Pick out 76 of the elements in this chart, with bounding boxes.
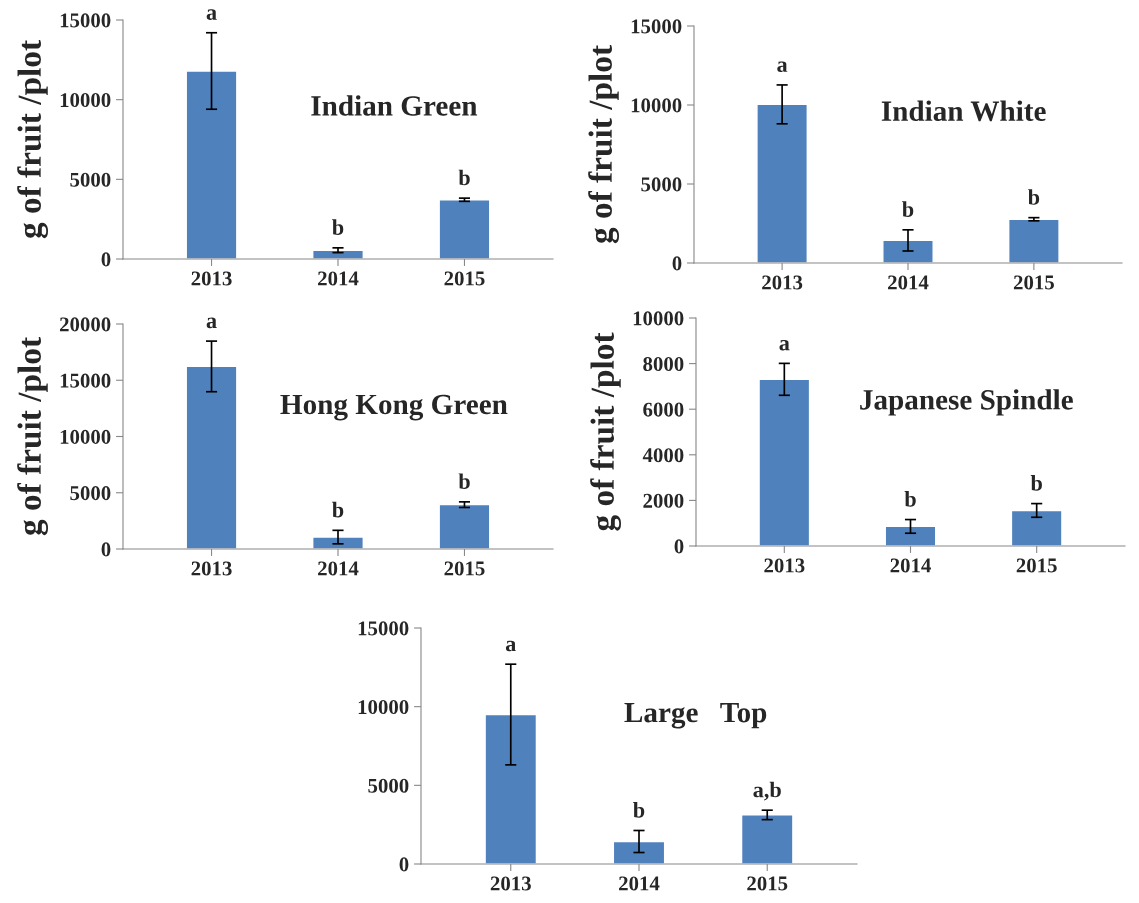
y-tick-label: 15000 bbox=[60, 373, 111, 388]
y-tick-label: 5000 bbox=[70, 486, 111, 501]
bar bbox=[438, 503, 491, 549]
annotation: b bbox=[458, 473, 470, 490]
x-tick-label: 2014 bbox=[619, 876, 660, 891]
x-tick-label: 2014 bbox=[318, 561, 359, 576]
x-tick-label: 2014 bbox=[888, 275, 929, 290]
annotation: b bbox=[902, 201, 914, 217]
bar bbox=[882, 239, 934, 263]
bar bbox=[740, 814, 794, 864]
y-tick-label: 6000 bbox=[643, 402, 684, 417]
annotation: a bbox=[206, 317, 217, 329]
annotation: a bbox=[505, 640, 516, 652]
x-tick-label: 2013 bbox=[764, 558, 805, 573]
text: Japanese Spindle bbox=[860, 389, 1073, 416]
text: Indian White bbox=[881, 100, 1046, 122]
bar bbox=[1010, 509, 1063, 546]
y-tick-label: 0 bbox=[101, 542, 111, 557]
annotation: a bbox=[777, 61, 788, 73]
bar bbox=[312, 536, 364, 549]
y-axis-title: g of fruit /plot bbox=[588, 45, 619, 244]
annotation: b bbox=[458, 169, 470, 186]
y-tick-label: 15000 bbox=[60, 13, 111, 28]
annotation: a bbox=[779, 339, 790, 351]
y-tick-label: 2000 bbox=[643, 493, 684, 508]
y-tick-label: 0 bbox=[399, 857, 409, 872]
y-tick-label: 4000 bbox=[642, 448, 684, 463]
bar bbox=[484, 713, 538, 864]
bar bbox=[884, 525, 937, 546]
bar bbox=[612, 840, 666, 864]
text: Large Top bbox=[624, 703, 767, 729]
y-tick-label: 20000 bbox=[59, 317, 111, 332]
annotation: b bbox=[1030, 475, 1042, 491]
annotation: b bbox=[332, 219, 344, 235]
y-tick-label: 10000 bbox=[631, 98, 682, 113]
y-axis-title: g of fruit /plot bbox=[17, 337, 48, 536]
y-tick-label: 10000 bbox=[358, 700, 409, 715]
y-axis-title: g of fruit /plot bbox=[590, 332, 621, 531]
x-tick-label: 2015 bbox=[747, 876, 788, 891]
bar bbox=[758, 378, 811, 546]
bar bbox=[185, 70, 238, 259]
annotation: b bbox=[332, 501, 344, 518]
bar bbox=[438, 199, 491, 259]
y-tick-label: 8000 bbox=[643, 356, 684, 372]
x-tick-label: 2015 bbox=[444, 271, 485, 286]
x-tick-label: 2015 bbox=[1013, 275, 1054, 290]
y-tick-label: 15000 bbox=[358, 621, 409, 636]
x-tick-label: 2013 bbox=[191, 561, 232, 576]
x-tick-label: 2015 bbox=[1016, 558, 1057, 573]
x-tick-label: 2013 bbox=[490, 876, 531, 891]
bar bbox=[185, 365, 238, 549]
bar bbox=[1008, 218, 1060, 263]
y-tick-label: 10000 bbox=[60, 429, 111, 444]
x-tick-label: 2014 bbox=[318, 271, 359, 286]
y-tick-label: 5000 bbox=[368, 778, 409, 793]
y-tick-label: 0 bbox=[674, 539, 684, 554]
y-tick-label: 10000 bbox=[60, 93, 111, 108]
annotation: a bbox=[206, 9, 217, 20]
x-tick-label: 2013 bbox=[191, 271, 232, 286]
bar bbox=[756, 103, 808, 263]
annotation: b bbox=[1027, 189, 1040, 205]
y-tick-label: 0 bbox=[672, 256, 682, 271]
text: Hong Kong Green bbox=[280, 394, 508, 421]
y-tick-label: 15000 bbox=[631, 19, 682, 34]
annotation: b bbox=[904, 491, 916, 507]
y-axis-title: g of fruit /plot bbox=[17, 40, 48, 239]
x-tick-label: 2015 bbox=[444, 561, 485, 576]
x-tick-label: 2013 bbox=[762, 275, 803, 290]
y-tick-label: 5000 bbox=[70, 172, 111, 187]
text: Indian Green bbox=[311, 95, 478, 116]
y-tick-label: 5000 bbox=[641, 177, 682, 192]
y-tick-label: 10000 bbox=[633, 311, 684, 326]
y-tick-label: 0 bbox=[101, 252, 111, 267]
annotation: a,b bbox=[753, 781, 781, 801]
annotation: b bbox=[633, 802, 645, 818]
x-tick-label: 2014 bbox=[890, 558, 931, 573]
